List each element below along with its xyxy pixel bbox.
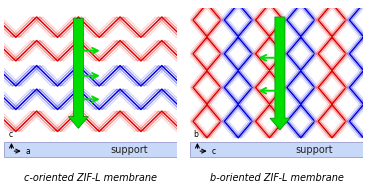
Text: c: c [8,130,12,139]
FancyArrow shape [270,17,290,130]
Text: c-oriented ZIF-L membrane: c-oriented ZIF-L membrane [24,173,157,183]
FancyArrow shape [68,19,88,128]
Bar [4,143,177,157]
Text: a: a [25,147,30,156]
Text: support: support [110,145,148,155]
Text: c: c [211,147,215,156]
Text: b: b [194,130,199,139]
Text: b-oriented ZIF-L membrane: b-oriented ZIF-L membrane [210,173,344,183]
Text: support: support [296,145,334,155]
Bar [190,143,363,157]
